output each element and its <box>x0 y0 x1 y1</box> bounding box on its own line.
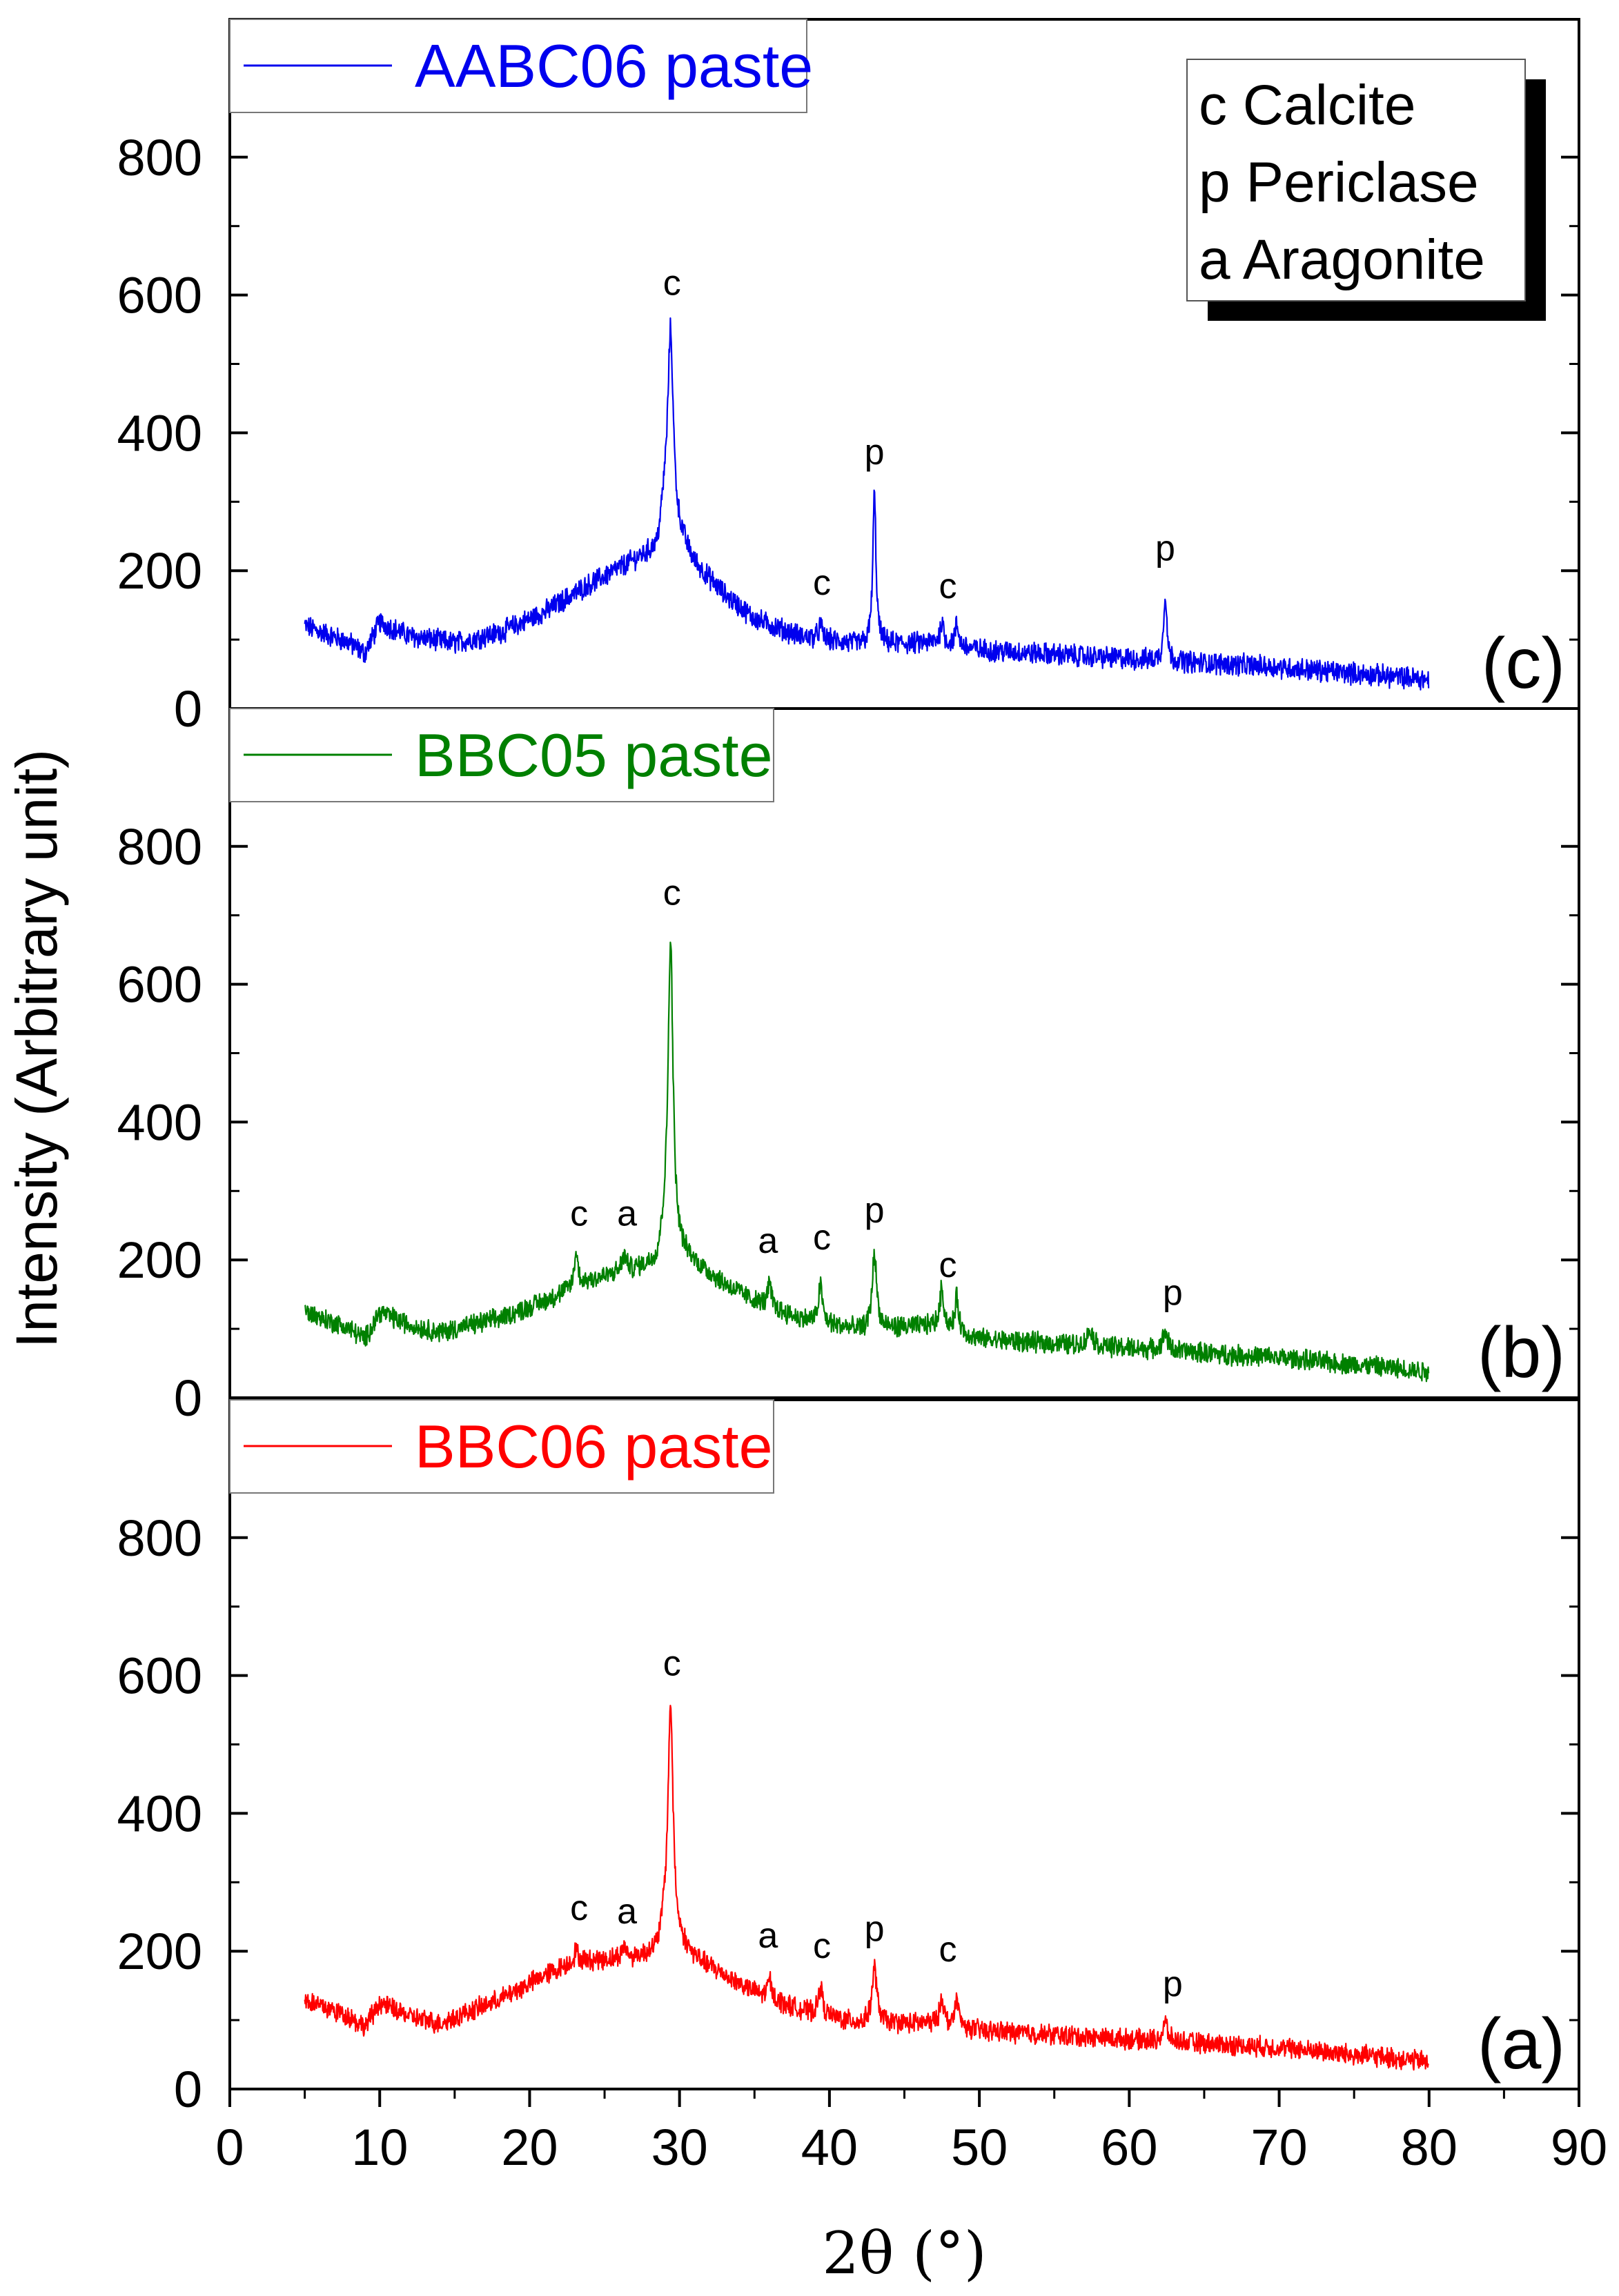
x-tick-label: 80 <box>1401 2119 1458 2176</box>
peak-label-p: p <box>865 1190 885 1230</box>
peak-label-c: c <box>663 264 681 304</box>
phase-legend-box <box>1186 59 1526 301</box>
panel-label-b: (b) <box>1478 1313 1565 1393</box>
x-tick-label: 90 <box>1551 2119 1607 2176</box>
peak-label-c: c <box>663 1644 681 1684</box>
legend-a: BBC06 paste <box>229 1399 774 1494</box>
legend-label: BBC05 paste <box>415 721 773 789</box>
x-tick-label: 40 <box>801 2119 858 2176</box>
y-tick-label: 600 <box>117 267 202 324</box>
phase-legend: c Calcite p Periclase a Aragonite <box>1186 59 1546 321</box>
x-tick-label: 30 <box>651 2119 708 2176</box>
y-tick-label: 800 <box>117 818 202 875</box>
peak-label-a: a <box>617 1194 637 1234</box>
y-tick-label: 800 <box>117 1510 202 1567</box>
x-tick-label: 70 <box>1250 2119 1307 2176</box>
x-tick-label: 0 <box>215 2119 244 2176</box>
y-tick-label: 200 <box>117 1231 202 1289</box>
x-axis-title: 2θ (°) <box>822 2219 986 2287</box>
peak-label-p: p <box>1163 1964 1183 2004</box>
peak-label-c: c <box>939 1930 956 1970</box>
phase-legend-item: c Calcite <box>1199 74 1415 137</box>
panel-frame-b <box>228 707 1580 1399</box>
panel-frame-a <box>228 1398 1580 2090</box>
y-axis-title: Intensity (Arbitrary unit) <box>4 749 69 1348</box>
x-tick-label: 50 <box>951 2119 1008 2176</box>
series-line-a <box>304 1705 1429 2071</box>
legend-box <box>229 708 774 802</box>
legend-c: AABC06 paste <box>229 19 813 113</box>
peak-label-p: p <box>1163 1273 1183 1313</box>
x-tick-label: 10 <box>351 2119 408 2176</box>
peak-label-c: c <box>939 1245 956 1285</box>
peak-label-c: c <box>663 873 681 913</box>
peak-label-a: a <box>758 1221 778 1261</box>
y-tick-label: 600 <box>117 956 202 1013</box>
legend-label: AABC06 paste <box>415 32 813 100</box>
y-tick-label: 200 <box>117 542 202 600</box>
peak-label-c: c <box>939 566 956 606</box>
y-tick-label: 600 <box>117 1647 202 1705</box>
phase-legend-item: p Periclase <box>1199 151 1479 214</box>
legend-label: BBC06 paste <box>415 1412 773 1481</box>
legend-b: BBC05 paste <box>229 708 774 802</box>
y-tick-label: 0 <box>174 680 202 738</box>
y-tick-label: 400 <box>117 1785 202 1842</box>
peak-label-p: p <box>865 432 885 472</box>
y-tick-label: 400 <box>117 404 202 462</box>
peak-label-c: c <box>570 1194 588 1234</box>
peak-label-p: p <box>1155 528 1175 568</box>
peak-label-p: p <box>865 1909 885 1949</box>
peak-label-c: c <box>813 1926 831 1966</box>
x-tick-label: 20 <box>501 2119 558 2176</box>
series-line-c <box>304 317 1430 691</box>
peak-label-c: c <box>570 1888 588 1928</box>
peak-label-a: a <box>617 1892 637 1932</box>
series-line-b <box>304 941 1430 1383</box>
peak-label-a: a <box>758 1916 778 1956</box>
y-tick-label: 800 <box>117 129 202 186</box>
phase-legend-item: a Aragonite <box>1199 228 1485 291</box>
y-tick-label: 200 <box>117 1923 202 1980</box>
panel-label-c: (c) <box>1482 624 1565 704</box>
panel-label-a: (a) <box>1478 2004 1565 2084</box>
y-tick-label: 0 <box>174 1369 202 1427</box>
panel-c: 0 200 400 600 800 c c p c p AABC06 paste (c) <box>117 18 1580 738</box>
y-tick-label: 400 <box>117 1093 202 1151</box>
peak-label-c: c <box>813 563 831 603</box>
x-tick-label: 60 <box>1101 2119 1157 2176</box>
peak-label-c: c <box>813 1218 831 1258</box>
y-tick-label: 0 <box>174 2061 202 2118</box>
